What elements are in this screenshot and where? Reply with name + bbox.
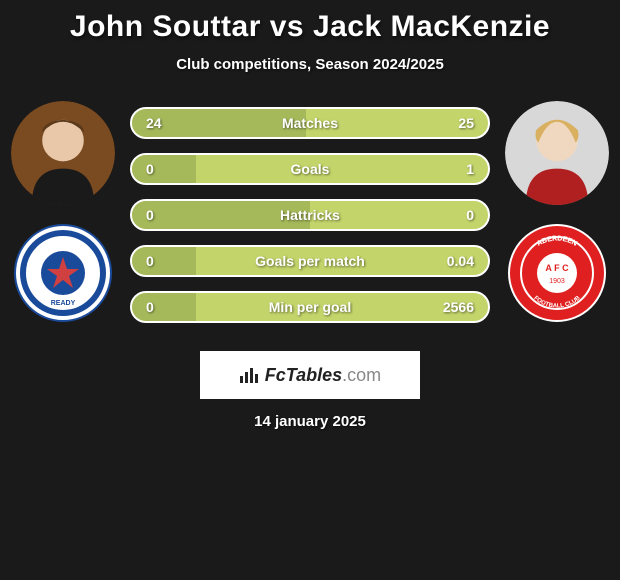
left-club-badge: READY xyxy=(13,223,113,323)
right-club-badge: A F C 1903 ABERDEEN ABERDEEN FOOTBALL CL… xyxy=(507,223,607,323)
watermark-text: FcTables.com xyxy=(265,365,381,386)
stats-column: 24 Matches 25 0 Goals 1 0 Hattricks 0 0 Goals per … xyxy=(130,101,490,323)
bars-icon xyxy=(239,366,261,384)
stat-value-left: 0 xyxy=(146,299,196,315)
stat-value-right: 1 xyxy=(424,161,474,177)
watermark-site: FcTables xyxy=(265,365,342,385)
stat-bar: 0 Min per goal 2566 xyxy=(130,291,490,323)
right-player-avatar xyxy=(505,101,609,205)
stat-value-left: 0 xyxy=(146,253,196,269)
right-player-column: A F C 1903 ABERDEEN ABERDEEN FOOTBALL CL… xyxy=(502,101,612,323)
stat-label: Hattricks xyxy=(280,207,340,223)
svg-text:READY: READY xyxy=(51,300,76,307)
page-title: John Souttar vs Jack MacKenzie xyxy=(8,10,612,44)
stat-bar: 0 Goals per match 0.04 xyxy=(130,245,490,277)
subtitle: Club competitions, Season 2024/2025 xyxy=(8,56,612,73)
left-player-avatar xyxy=(11,101,115,205)
stat-label: Min per goal xyxy=(269,299,351,315)
club-crest-icon: READY xyxy=(13,223,113,323)
person-icon xyxy=(11,101,115,205)
stat-value-right: 2566 xyxy=(424,299,474,315)
stat-value-left: 0 xyxy=(146,161,196,177)
stat-value-left: 24 xyxy=(146,115,196,131)
stat-value-right: 0.04 xyxy=(424,253,474,269)
watermark-suffix: .com xyxy=(342,365,381,385)
stat-label: Matches xyxy=(282,115,338,131)
stat-bar: 24 Matches 25 xyxy=(130,107,490,139)
stat-bar: 0 Hattricks 0 xyxy=(130,199,490,231)
stat-label: Goals per match xyxy=(255,253,365,269)
comparison-card: John Souttar vs Jack MacKenzie Club comp… xyxy=(0,0,620,440)
watermark-box: FcTables.com xyxy=(200,351,420,399)
svg-text:A F C: A F C xyxy=(545,263,569,273)
club-crest-icon: A F C 1903 ABERDEEN ABERDEEN FOOTBALL CL… xyxy=(507,223,607,323)
left-player-column: READY xyxy=(8,101,118,323)
stat-label: Goals xyxy=(291,161,330,177)
stat-value-left: 0 xyxy=(146,207,196,223)
stat-bar: 0 Goals 1 xyxy=(130,153,490,185)
stat-value-right: 25 xyxy=(424,115,474,131)
svg-text:1903: 1903 xyxy=(549,278,565,285)
footer-date: 14 january 2025 xyxy=(8,413,612,430)
stat-value-right: 0 xyxy=(424,207,474,223)
main-row: READY 24 Matches 25 0 Goals 1 0 Hattricks 0 0 Goal… xyxy=(8,101,612,323)
person-icon xyxy=(505,101,609,205)
